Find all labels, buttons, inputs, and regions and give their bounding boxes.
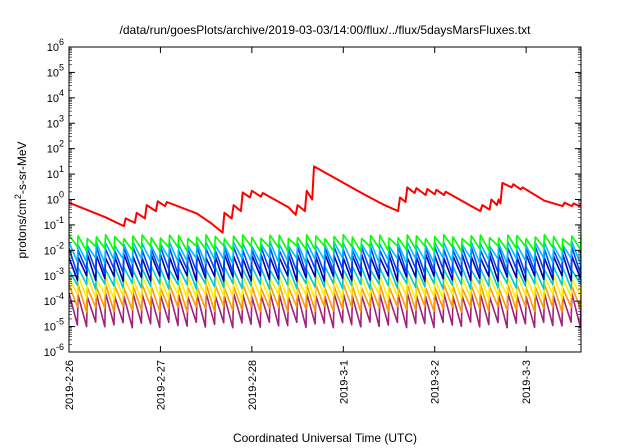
y-tick-label: 101 — [47, 164, 64, 181]
y-tick-label: 102 — [47, 139, 64, 156]
x-tick-label: 2019-2-27 — [155, 360, 167, 410]
y-tick-label: 10-2 — [44, 240, 64, 257]
series-line-5 — [69, 253, 581, 283]
y-axis-label: protons/cm2-s-sr-MeV — [13, 141, 29, 258]
y-tick-label: 100 — [47, 190, 64, 207]
y-tick-label: 10-6 — [44, 342, 64, 359]
series-layer — [69, 165, 581, 329]
x-tick-label: 2019-2-28 — [247, 360, 259, 410]
y-tick-label: 105 — [47, 62, 64, 79]
series-line-4 — [69, 245, 581, 276]
y-tick-label: 10-5 — [44, 317, 64, 334]
chart-title: /data/run/goesPlots/archive/2019-03-03/1… — [120, 23, 532, 37]
y-axis: 10-6 10-5 10-4 10-3 10-2 10-1 100 101 102 103 104 1… — [44, 37, 581, 359]
series-line-6 — [69, 265, 581, 290]
y-tick-label: 106 — [47, 37, 64, 54]
series-line-1 — [69, 165, 581, 234]
y-tick-label: 104 — [47, 88, 64, 105]
y-tick-label: 10-1 — [44, 215, 64, 232]
y-tick-label: 103 — [47, 113, 64, 130]
x-tick-label: 2019-3-2 — [430, 360, 442, 404]
x-axis: 2019-2-26 2019-2-27 2019-2-28 2019-3-1 2019-… — [64, 47, 533, 410]
series-line-8 — [69, 283, 581, 313]
x-tick-label: 2019-2-26 — [64, 360, 76, 410]
x-tick-label: 2019-3-3 — [521, 360, 533, 404]
series-line-3 — [69, 241, 581, 265]
series-line-7 — [69, 274, 581, 301]
y-axis-label-pre: protons/cm — [15, 199, 29, 258]
series-line-9 — [69, 292, 581, 329]
y-axis-label-post: -s-sr-MeV — [15, 141, 29, 194]
y-axis-label-sup: 2 — [13, 194, 23, 199]
series-line-2 — [69, 233, 581, 253]
y-tick-label: 10-4 — [44, 291, 64, 308]
y-tick-label: 10-3 — [44, 266, 64, 283]
x-tick-label: 2019-3-1 — [338, 360, 350, 404]
x-axis-label: Coordinated Universal Time (UTC) — [233, 431, 417, 445]
